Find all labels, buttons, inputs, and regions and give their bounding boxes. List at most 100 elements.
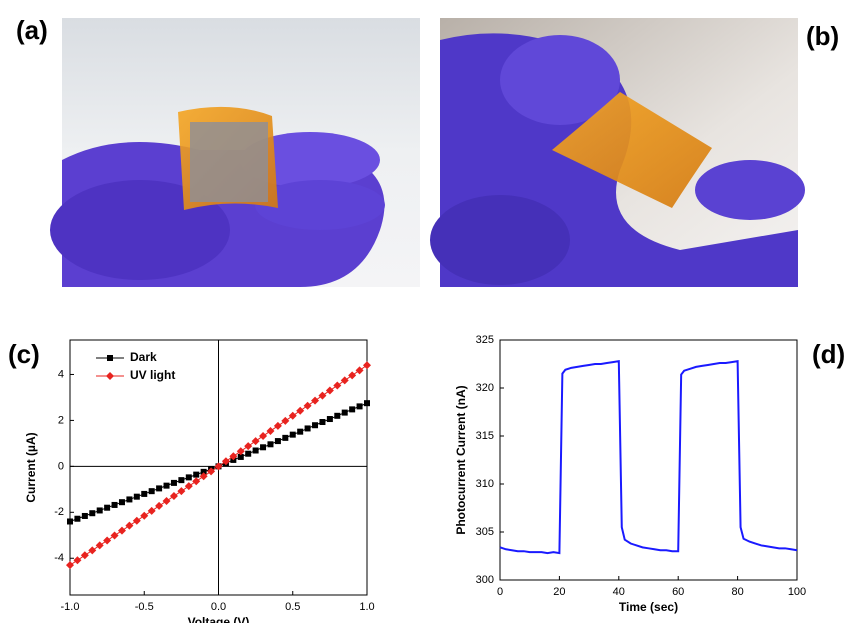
- legend-marker: [106, 372, 114, 380]
- point: [103, 537, 111, 545]
- point: [156, 485, 162, 491]
- x-tick-label: 80: [731, 586, 743, 598]
- legend-label: Dark: [130, 350, 157, 364]
- legend-label: UV light: [130, 368, 175, 382]
- point: [112, 502, 118, 508]
- point: [88, 546, 96, 554]
- point: [245, 451, 251, 457]
- point: [186, 474, 192, 480]
- point: [363, 361, 371, 369]
- point: [327, 416, 333, 422]
- y-tick-label: 320: [476, 382, 494, 394]
- point: [348, 371, 356, 379]
- y-tick-label: 300: [476, 574, 494, 586]
- point: [73, 556, 81, 564]
- point: [67, 518, 73, 524]
- panel-label: (c): [8, 339, 40, 369]
- y-tick-label: 315: [476, 430, 494, 442]
- plot-frame: [500, 340, 797, 580]
- point: [334, 413, 340, 419]
- point: [319, 419, 325, 425]
- y-tick-label: 305: [476, 526, 494, 538]
- point: [125, 522, 133, 530]
- point: [326, 387, 334, 395]
- x-tick-label: 100: [788, 586, 806, 598]
- legend-marker: [107, 355, 113, 361]
- point: [312, 422, 318, 428]
- x-tick-label: 20: [553, 586, 565, 598]
- point: [266, 427, 274, 435]
- point: [141, 491, 147, 497]
- point: [178, 477, 184, 483]
- panel-label: (b): [806, 21, 839, 51]
- point: [290, 432, 296, 438]
- point: [274, 422, 282, 430]
- point: [267, 441, 273, 447]
- point: [81, 551, 89, 559]
- point: [164, 483, 170, 489]
- point: [364, 400, 370, 406]
- point: [177, 487, 185, 495]
- point: [297, 429, 303, 435]
- series-line: [500, 361, 797, 553]
- point: [349, 406, 355, 412]
- point: [318, 392, 326, 400]
- point: [333, 381, 341, 389]
- page: (a) (b) (c) (d) -1.0-0.50.00.51.0-4-2024…: [0, 0, 853, 623]
- y-axis-title: Photocurrent Current (nA): [454, 385, 468, 534]
- point: [111, 532, 119, 540]
- y-tick-label: 2: [58, 414, 64, 426]
- point: [289, 412, 297, 420]
- point: [252, 437, 260, 445]
- x-tick-label: 1.0: [359, 601, 374, 613]
- point: [133, 517, 141, 525]
- point: [342, 410, 348, 416]
- photo-a: [50, 18, 420, 287]
- point: [260, 444, 266, 450]
- point: [185, 482, 193, 490]
- y-tick-label: 310: [476, 478, 494, 490]
- point: [66, 561, 74, 569]
- y-tick-label: 325: [476, 334, 494, 346]
- point: [149, 488, 155, 494]
- x-tick-label: -1.0: [61, 601, 80, 613]
- x-tick-label: -0.5: [135, 601, 154, 613]
- point: [192, 477, 200, 485]
- point: [163, 497, 171, 505]
- point: [148, 507, 156, 515]
- point: [244, 442, 252, 450]
- point: [193, 472, 199, 478]
- point: [304, 402, 312, 410]
- panel-label: (d): [812, 339, 845, 369]
- point: [134, 494, 140, 500]
- point: [253, 448, 259, 454]
- point: [97, 507, 103, 513]
- point: [171, 480, 177, 486]
- panel-label: (a): [16, 15, 48, 45]
- y-tick-label: 4: [58, 368, 64, 380]
- point: [126, 496, 132, 502]
- point: [118, 527, 126, 535]
- x-tick-label: 0.5: [285, 601, 300, 613]
- x-axis-title: Voltage (V): [188, 615, 250, 623]
- point: [82, 513, 88, 519]
- point: [89, 510, 95, 516]
- point: [170, 492, 178, 500]
- point: [119, 499, 125, 505]
- y-axis-title: Current (µA): [24, 432, 38, 502]
- point: [281, 417, 289, 425]
- photo-b: [430, 18, 805, 287]
- x-tick-label: 0.0: [211, 601, 226, 613]
- x-tick-label: 40: [613, 586, 625, 598]
- point: [259, 432, 267, 440]
- y-tick-label: 0: [58, 460, 64, 472]
- point: [341, 376, 349, 384]
- y-tick-label: -2: [54, 506, 64, 518]
- point: [275, 438, 281, 444]
- x-tick-label: 60: [672, 586, 684, 598]
- point: [356, 366, 364, 374]
- point: [74, 516, 80, 522]
- point: [311, 397, 319, 405]
- point: [296, 407, 304, 415]
- x-axis-title: Time (sec): [619, 600, 678, 614]
